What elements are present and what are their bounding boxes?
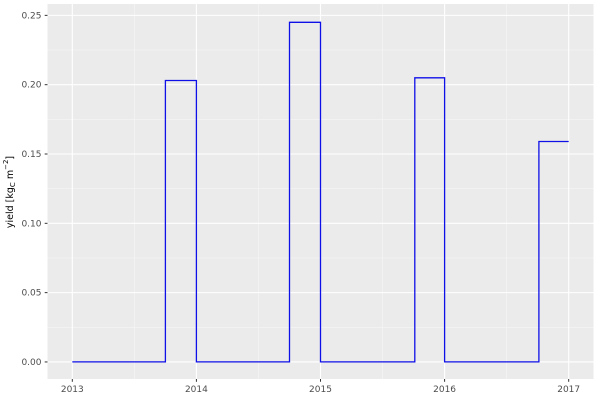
y-tick-label: 0.10 xyxy=(21,219,41,229)
x-tick-label: 2013 xyxy=(61,385,84,395)
x-tick-label: 2014 xyxy=(185,385,208,395)
y-tick-label: 0.20 xyxy=(21,81,41,91)
x-tick-label: 2017 xyxy=(557,385,580,395)
x-tick-label: 2016 xyxy=(433,385,456,395)
y-tick-label: 0.15 xyxy=(21,150,41,160)
y-tick-label: 0.25 xyxy=(21,11,41,21)
x-tick-label: 2015 xyxy=(309,385,332,395)
yield-series-line xyxy=(72,21,569,363)
y-tick-label: 0.00 xyxy=(21,358,41,368)
y-tick-label: 0.05 xyxy=(21,289,41,299)
y-axis-title: yield [kgC m−2] xyxy=(2,156,17,228)
